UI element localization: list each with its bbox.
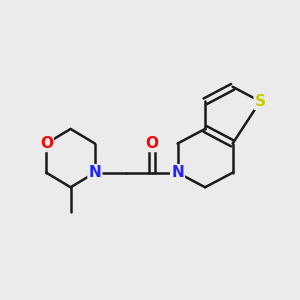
Text: N: N [171, 165, 184, 180]
Text: O: O [145, 136, 158, 151]
Text: N: N [88, 165, 101, 180]
Text: S: S [255, 94, 266, 109]
Text: O: O [40, 136, 53, 151]
